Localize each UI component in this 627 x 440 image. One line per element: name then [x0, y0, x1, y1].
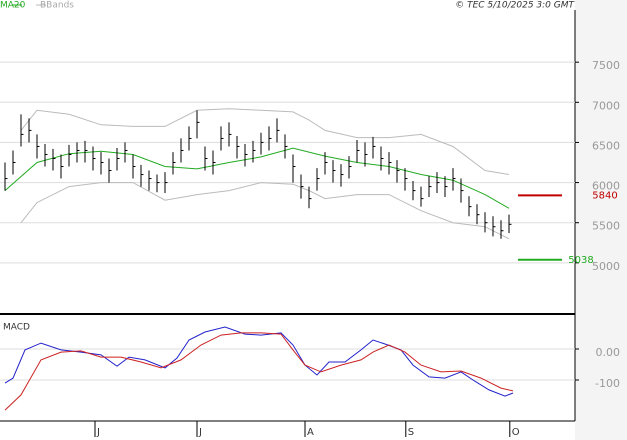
y-tick-label: 0.00: [596, 346, 621, 359]
y-tick-label: 5500: [592, 220, 620, 233]
panel-title: MACD: [3, 323, 30, 333]
x-tick-label: J: [96, 427, 100, 438]
y-tick-label: 5000: [592, 260, 620, 273]
line: [20, 108, 510, 175]
level-label: 5840: [592, 190, 617, 201]
line: [4, 326, 514, 397]
axis-background: [575, 0, 627, 440]
timestamp: © TEC 5/10/2025 3:0 GMT: [455, 1, 575, 11]
line: [4, 147, 510, 209]
x-tick-label: J: [198, 427, 202, 438]
x-tick-label: S: [408, 427, 414, 438]
x-tick-label: A: [307, 427, 314, 438]
y-tick-label: 7500: [592, 59, 620, 72]
line: [4, 332, 514, 411]
legend-entry: BBands: [40, 1, 74, 11]
y-tick-label: 6000: [592, 180, 620, 193]
y-tick-label: 7000: [592, 99, 620, 112]
y-tick-label: -100: [595, 377, 620, 390]
legend-entry: MA20: [0, 1, 26, 11]
x-tick-label: O: [512, 427, 520, 438]
line: [20, 182, 510, 240]
level-label: 5038: [568, 255, 593, 266]
y-tick-label: 6500: [592, 139, 620, 152]
